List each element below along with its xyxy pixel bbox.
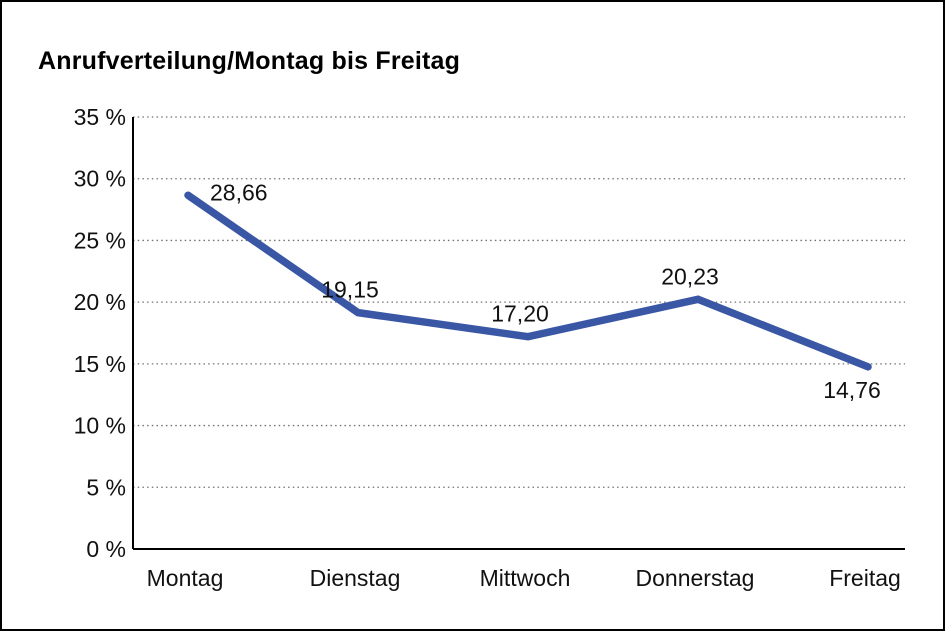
y-tick-label: 35 % [74, 104, 126, 130]
x-category-label: Donnerstag [636, 565, 755, 591]
x-category-label: Freitag [829, 565, 901, 591]
chart-title: Anrufverteilung/Montag bis Freitag [38, 46, 461, 75]
y-tick-label: 30 % [74, 166, 126, 192]
y-tick-label: 15 % [74, 351, 126, 377]
y-tick-label: 10 % [74, 413, 126, 439]
y-tick-label: 25 % [74, 227, 126, 253]
data-value-label: 14,76 [823, 377, 881, 403]
y-tick-label: 0 % [86, 536, 126, 562]
x-category-label: Mittwoch [480, 565, 571, 591]
x-category-label: Montag [147, 565, 224, 591]
data-value-label: 17,20 [491, 301, 549, 327]
data-value-label: 28,66 [210, 179, 268, 205]
data-value-label: 19,15 [321, 277, 379, 303]
x-category-label: Dienstag [310, 565, 401, 591]
y-tick-label: 20 % [74, 289, 126, 315]
y-tick-label: 5 % [86, 474, 126, 500]
data-value-label: 20,23 [661, 263, 719, 289]
data-series-line [184, 191, 872, 371]
